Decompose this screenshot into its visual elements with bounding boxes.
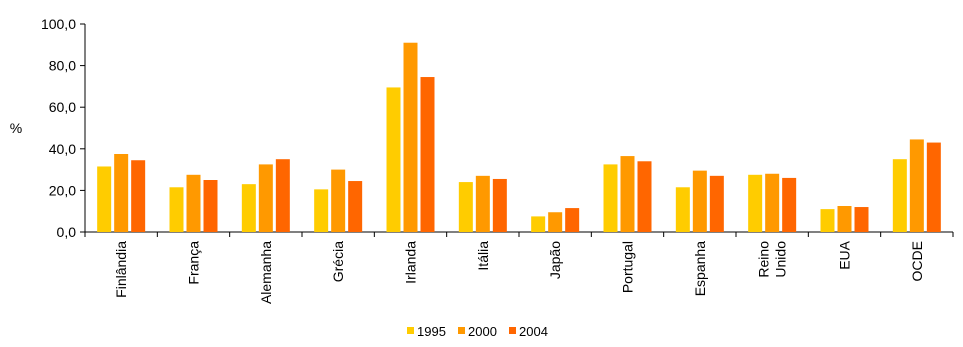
bar-2004 xyxy=(275,159,290,232)
bar-2004 xyxy=(782,177,797,232)
bar-2004 xyxy=(637,161,652,232)
x-tick-label: Unido xyxy=(773,241,789,278)
bar-1995 xyxy=(386,87,401,232)
bar-1995 xyxy=(241,184,256,232)
y-tick-label: 40,0 xyxy=(49,141,76,157)
bar-2004 xyxy=(131,160,146,232)
bar-1995 xyxy=(314,189,329,232)
bar-1995 xyxy=(748,174,763,232)
bar-1995 xyxy=(675,187,690,232)
x-tick-label: Itália xyxy=(475,241,491,271)
y-tick-label: 20,0 xyxy=(49,182,76,198)
bar-1995 xyxy=(97,166,112,232)
bar-2000 xyxy=(114,154,129,232)
x-tick-label: Reino xyxy=(756,241,772,278)
legend-label: 2000 xyxy=(468,324,497,339)
bar-1995 xyxy=(820,209,835,232)
y-tick-label: 0,0 xyxy=(57,224,77,240)
bar-2000 xyxy=(331,169,346,232)
bar-2004 xyxy=(420,77,435,232)
y-tick-label: 100,0 xyxy=(41,16,76,32)
bar-2004 xyxy=(854,207,869,232)
bar-2004 xyxy=(492,178,507,232)
bar-2000 xyxy=(258,164,273,232)
legend-label: 1995 xyxy=(417,324,446,339)
bar-1995 xyxy=(458,182,473,232)
x-tick-label: EUA xyxy=(837,240,853,269)
bar-2000 xyxy=(837,206,852,232)
bar-1995 xyxy=(531,216,546,232)
x-tick-label: Grécia xyxy=(330,241,346,282)
x-tick-label: Finlândia xyxy=(113,241,129,298)
bar-2000 xyxy=(765,173,780,232)
x-tick-label: França xyxy=(186,241,202,285)
y-tick-label: 80,0 xyxy=(49,58,76,74)
x-tick-label: Japão xyxy=(547,241,563,279)
bar-1995 xyxy=(892,159,907,232)
x-tick-label: Portugal xyxy=(620,241,636,293)
legend-swatch xyxy=(509,327,516,334)
y-axis-label: % xyxy=(10,120,22,136)
bar-2000 xyxy=(403,42,418,232)
x-tick-label: Espanha xyxy=(692,241,708,296)
y-tick-label: 60,0 xyxy=(49,99,76,115)
bar-2000 xyxy=(909,139,924,232)
bar-2004 xyxy=(709,175,724,232)
bar-2004 xyxy=(203,180,218,232)
legend-swatch xyxy=(458,327,465,334)
bar-2004 xyxy=(926,142,941,232)
x-tick-label: Irlanda xyxy=(403,241,419,284)
bar-2000 xyxy=(186,174,201,232)
bar-2000 xyxy=(620,156,635,232)
legend-swatch xyxy=(407,327,414,334)
bar-2004 xyxy=(565,208,580,232)
bar-1995 xyxy=(603,164,618,232)
bar-2000 xyxy=(692,170,707,232)
legend-label: 2004 xyxy=(519,324,548,339)
x-tick-label: OCDE xyxy=(909,241,925,281)
bar-2004 xyxy=(348,181,363,232)
bar-1995 xyxy=(169,187,184,232)
bar-2000 xyxy=(548,212,563,232)
bar-2000 xyxy=(475,175,490,232)
x-tick-label: Alemanha xyxy=(258,241,274,304)
